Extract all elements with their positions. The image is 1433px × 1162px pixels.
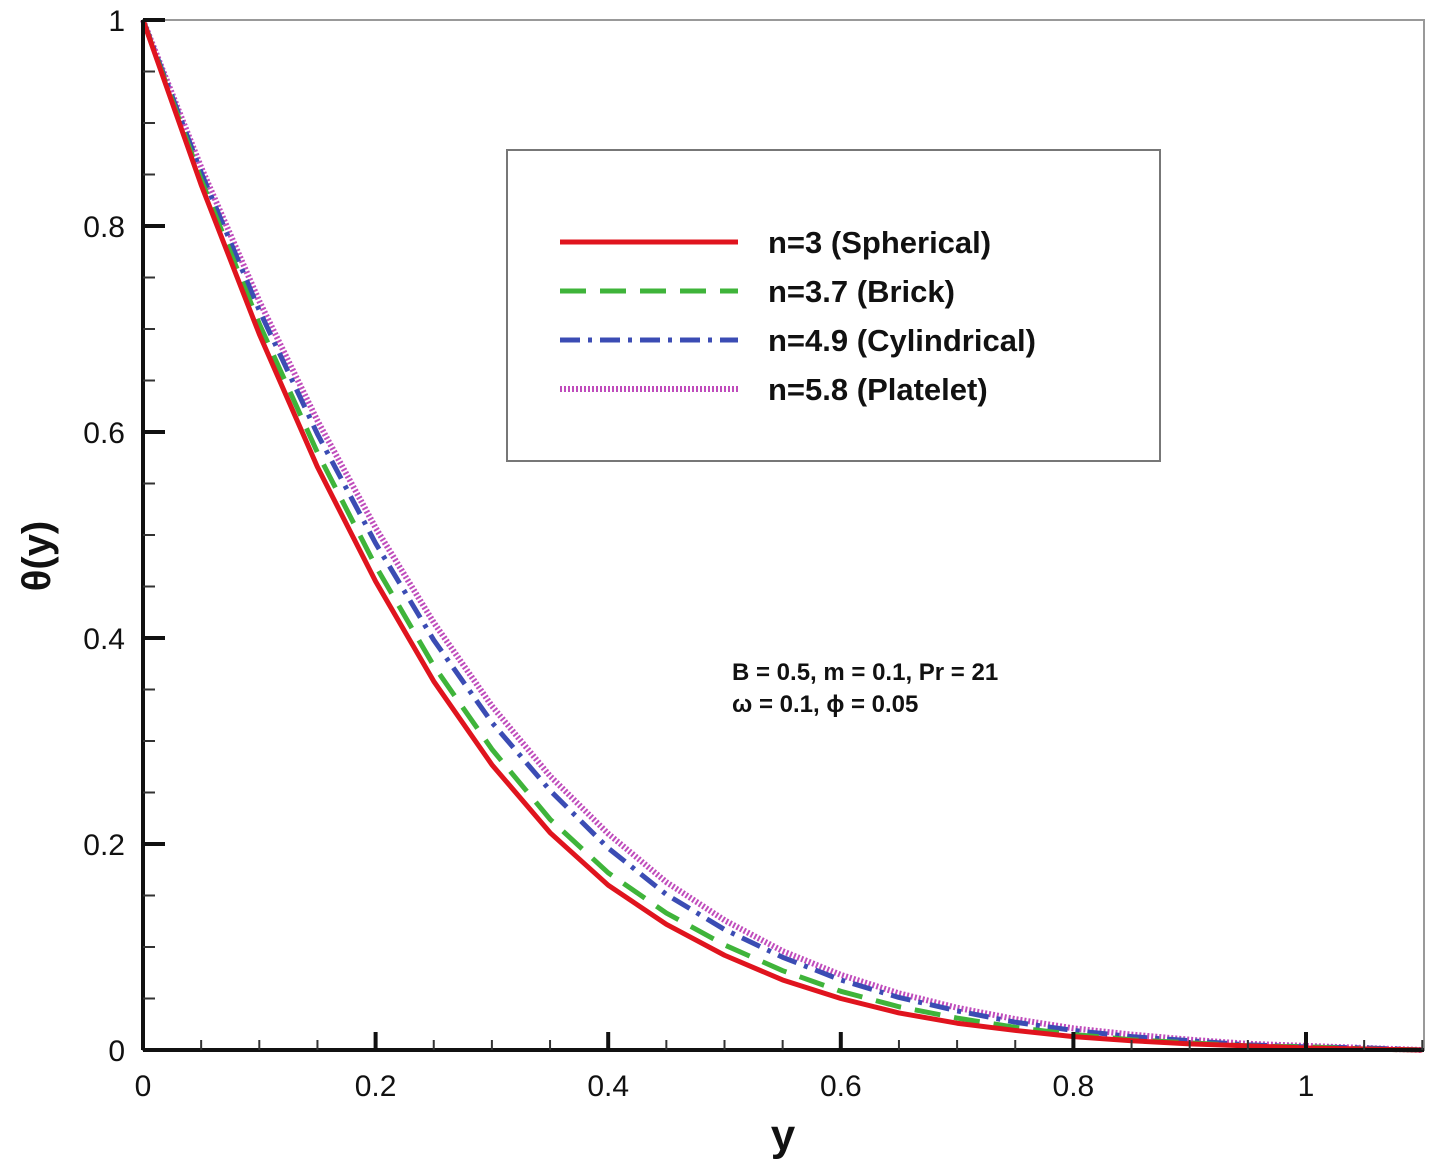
y-tick-label: 0 [108,1035,125,1068]
tick-layer: 0 0.2 0.4 0.6 0.8 1 0 0.2 0.4 0.6 0.8 1 [83,5,1424,1103]
y-tick-label: 0.6 [83,417,125,450]
annotation-line-1: B = 0.5, m = 0.1, Pr = 21 [732,659,998,686]
y-tick-label: 1 [108,5,125,38]
legend-label: n=3 (Spherical) [768,225,991,260]
legend-label: n=3.7 (Brick) [768,274,955,309]
x-axis-title: y [771,1111,796,1160]
annotation: B = 0.5, m = 0.1, Pr = 21 ω = 0.1, ϕ = 0… [732,659,998,718]
series-line-1 [140,19,1423,1053]
annotation-line-2: ω = 0.1, ϕ = 0.05 [732,691,918,718]
x-tick-label: 0.6 [820,1070,862,1103]
x-tick-label: 1 [1298,1070,1315,1103]
x-tick-label: 0.2 [355,1070,397,1103]
x-tick-label: 0.8 [1053,1070,1095,1103]
x-tick-label: 0.4 [587,1070,629,1103]
y-axis-title: θ(y) [15,521,59,592]
legend-label: n=5.8 (Platelet) [768,372,988,407]
y-tick-label: 0.2 [83,829,125,862]
legend-items: n=3 (Spherical) n=3.7 (Brick) n=4.9 (Cylin… [560,225,1036,407]
series-layer [140,18,1423,1053]
y-tick-label: 0.8 [83,211,125,244]
y-tick-label: 0.4 [83,623,125,656]
legend: n=3 (Spherical) n=3.7 (Brick) n=4.9 (Cylin… [506,149,1161,462]
legend-label: n=4.9 (Cylindrical) [768,323,1036,358]
x-tick-label: 0 [135,1070,152,1103]
legend-box [506,149,1161,462]
